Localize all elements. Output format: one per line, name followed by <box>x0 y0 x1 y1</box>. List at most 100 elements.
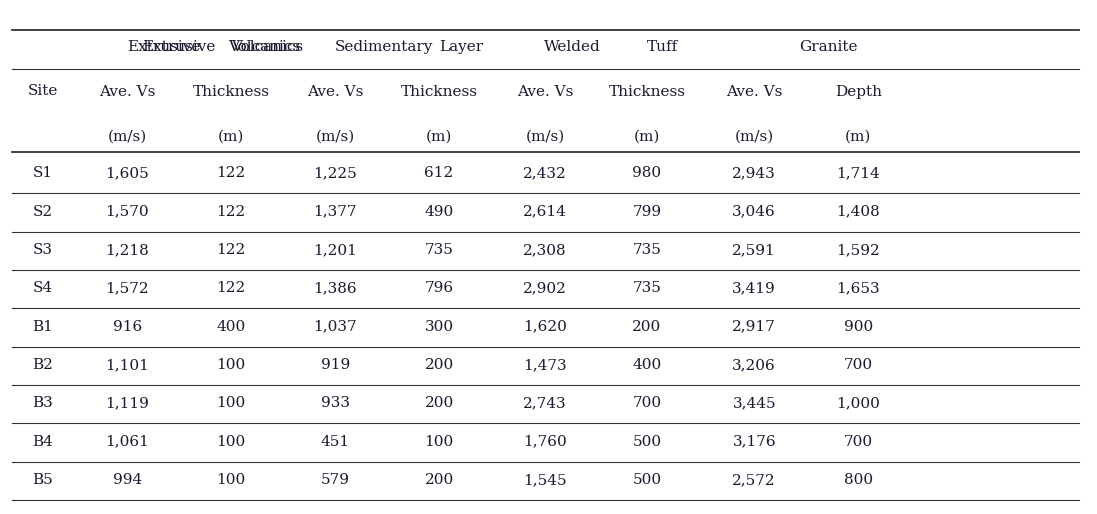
Text: 122: 122 <box>216 205 246 218</box>
Text: 1,000: 1,000 <box>836 396 880 410</box>
Text: 735: 735 <box>425 243 453 257</box>
Text: Granite: Granite <box>799 40 858 53</box>
Text: 980: 980 <box>632 167 661 180</box>
Text: 2,432: 2,432 <box>523 167 567 180</box>
Text: Thickness: Thickness <box>400 85 477 99</box>
Text: 1,545: 1,545 <box>523 473 567 487</box>
Text: 122: 122 <box>216 167 246 180</box>
Text: (m/s): (m/s) <box>316 130 354 144</box>
Text: 3,445: 3,445 <box>733 396 776 410</box>
Text: Site: Site <box>27 84 58 98</box>
Text: (m): (m) <box>634 130 660 144</box>
Text: 2,943: 2,943 <box>733 167 776 180</box>
Text: B4: B4 <box>33 435 54 449</box>
Text: 1,473: 1,473 <box>523 358 567 372</box>
Text: (m): (m) <box>218 130 245 144</box>
Text: 1,061: 1,061 <box>105 435 149 449</box>
Text: Ave. Vs: Ave. Vs <box>517 85 574 99</box>
Text: Ave. Vs: Ave. Vs <box>726 85 782 99</box>
Text: 2,743: 2,743 <box>523 396 567 410</box>
Text: (m/s): (m/s) <box>525 130 565 144</box>
Text: (m): (m) <box>426 130 452 144</box>
Text: 2,572: 2,572 <box>733 473 776 487</box>
Text: 490: 490 <box>425 205 454 218</box>
Text: S1: S1 <box>33 167 53 180</box>
Text: 100: 100 <box>425 435 454 449</box>
Text: 919: 919 <box>320 358 350 372</box>
Text: Ave. Vs: Ave. Vs <box>307 85 363 99</box>
Text: 1,620: 1,620 <box>523 320 567 334</box>
Text: Sedimentary: Sedimentary <box>335 40 433 53</box>
Text: 1,377: 1,377 <box>314 205 357 218</box>
Text: 200: 200 <box>632 320 661 334</box>
Text: 100: 100 <box>216 396 246 410</box>
Text: 2,614: 2,614 <box>523 205 567 218</box>
Text: 1,408: 1,408 <box>836 205 880 218</box>
Text: 122: 122 <box>216 281 246 296</box>
Text: 3,176: 3,176 <box>733 435 776 449</box>
Text: 100: 100 <box>216 473 246 487</box>
Text: 1,386: 1,386 <box>314 281 357 296</box>
Text: 1,225: 1,225 <box>314 167 357 180</box>
Text: Extrusive: Extrusive <box>143 40 216 53</box>
Text: 500: 500 <box>632 473 661 487</box>
Text: 1,572: 1,572 <box>105 281 149 296</box>
Text: 100: 100 <box>216 435 246 449</box>
Text: 700: 700 <box>844 435 873 449</box>
Text: S4: S4 <box>33 281 53 296</box>
Text: 900: 900 <box>844 320 873 334</box>
Text: 500: 500 <box>632 435 661 449</box>
Text: Layer: Layer <box>439 40 483 53</box>
Text: 451: 451 <box>320 435 350 449</box>
Text: 100: 100 <box>216 358 246 372</box>
Text: 3,206: 3,206 <box>733 358 776 372</box>
Text: 700: 700 <box>844 358 873 372</box>
Text: 300: 300 <box>425 320 454 334</box>
Text: 1,201: 1,201 <box>313 243 357 257</box>
Text: 796: 796 <box>425 281 454 296</box>
Text: 200: 200 <box>425 358 454 372</box>
Text: 800: 800 <box>844 473 873 487</box>
Text: 400: 400 <box>632 358 661 372</box>
Text: 2,308: 2,308 <box>523 243 567 257</box>
Text: B2: B2 <box>33 358 54 372</box>
Text: 2,917: 2,917 <box>733 320 776 334</box>
Text: 916: 916 <box>113 320 142 334</box>
Text: 700: 700 <box>632 396 661 410</box>
Text: Thickness: Thickness <box>609 85 686 99</box>
Text: 3,046: 3,046 <box>733 205 776 218</box>
Text: 735: 735 <box>633 281 661 296</box>
Text: Volcanics: Volcanics <box>231 40 303 53</box>
Text: 994: 994 <box>113 473 142 487</box>
Text: 612: 612 <box>425 167 454 180</box>
Text: 735: 735 <box>633 243 661 257</box>
Text: B1: B1 <box>33 320 54 334</box>
Text: 1,101: 1,101 <box>105 358 149 372</box>
Text: B5: B5 <box>33 473 54 487</box>
Text: S2: S2 <box>33 205 53 218</box>
Text: (m/s): (m/s) <box>108 130 147 144</box>
Text: 1,760: 1,760 <box>523 435 567 449</box>
Text: Tuff: Tuff <box>647 40 678 53</box>
Text: Extrusive: Extrusive <box>127 40 201 53</box>
Text: 200: 200 <box>425 473 454 487</box>
Text: 122: 122 <box>216 243 246 257</box>
Text: 1,119: 1,119 <box>105 396 149 410</box>
Text: 1,218: 1,218 <box>105 243 149 257</box>
Text: 2,591: 2,591 <box>733 243 776 257</box>
Text: 579: 579 <box>320 473 350 487</box>
Text: 3,419: 3,419 <box>733 281 776 296</box>
Text: (m/s): (m/s) <box>735 130 773 144</box>
Text: Welded: Welded <box>544 40 601 53</box>
Text: 933: 933 <box>320 396 350 410</box>
Text: 1,570: 1,570 <box>105 205 149 218</box>
Text: B3: B3 <box>33 396 54 410</box>
Text: 1,653: 1,653 <box>836 281 880 296</box>
Text: Thickness: Thickness <box>193 85 270 99</box>
Text: 1,037: 1,037 <box>314 320 357 334</box>
Text: Depth: Depth <box>835 85 882 99</box>
Text: 400: 400 <box>216 320 246 334</box>
Text: 799: 799 <box>632 205 661 218</box>
Text: 2,902: 2,902 <box>523 281 567 296</box>
Text: (m): (m) <box>845 130 871 144</box>
